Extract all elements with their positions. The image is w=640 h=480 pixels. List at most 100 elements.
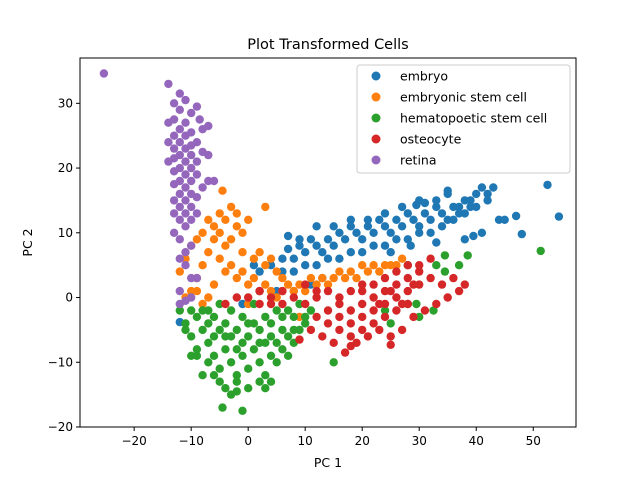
point-osteocyte-27 [403, 286, 412, 296]
chart-title: Plot Transformed Cells [247, 37, 408, 53]
point-hematopoetic-stem-cell-50 [218, 403, 227, 412]
legend-label-retina: retina [400, 153, 437, 168]
point-retina-22 [181, 144, 190, 153]
legend-marker-osteocyte [371, 134, 381, 144]
point-embryonic-stem-cell-53 [255, 248, 264, 257]
x-tick-label: 30 [412, 434, 427, 448]
point-embryonic-stem-cell-58 [192, 235, 202, 244]
x-tick-label: 50 [526, 434, 541, 448]
point-embryo-18 [380, 222, 390, 231]
point-hematopoetic-stem-cell-4 [198, 325, 207, 335]
point-embryo-81 [432, 238, 441, 247]
point-embryo-20 [392, 215, 401, 224]
point-osteocyte-43 [420, 306, 430, 315]
point-embryonic-stem-cell-65 [204, 293, 213, 302]
point-osteocyte-41 [397, 325, 407, 335]
legend-marker-embryo [371, 71, 381, 81]
point-retina-39 [187, 176, 196, 186]
point-hematopoetic-stem-cell-17 [272, 338, 281, 347]
point-retina-51 [181, 209, 190, 218]
point-embryo-58 [255, 267, 264, 276]
point-embryonic-stem-cell-5 [209, 235, 219, 244]
point-embryo-61 [312, 222, 321, 231]
point-retina-41 [181, 183, 190, 192]
point-osteocyte-22 [346, 319, 355, 328]
point-embryonic-stem-cell-17 [244, 280, 253, 289]
point-retina-6 [187, 108, 196, 118]
point-embryo-44 [415, 228, 424, 237]
point-hematopoetic-stem-cell-41 [289, 312, 298, 322]
point-osteocyte-60 [386, 340, 395, 349]
x-tick-label: 40 [469, 434, 484, 448]
point-hematopoetic-stem-cell-43 [204, 358, 213, 367]
y-tick-label: 20 [58, 161, 73, 175]
point-osteocyte-9 [346, 306, 355, 315]
point-embryonic-stem-cell-61 [175, 267, 184, 276]
point-hematopoetic-stem-cell-72 [181, 325, 190, 335]
point-retina-57 [169, 228, 179, 237]
point-embryonic-stem-cell-9 [232, 222, 241, 231]
point-embryonic-stem-cell-25 [289, 286, 298, 296]
point-hematopoetic-stem-cell-52 [244, 384, 253, 393]
point-retina-47 [181, 196, 190, 205]
point-embryo-13 [352, 228, 361, 237]
point-hematopoetic-stem-cell-7 [215, 364, 224, 373]
point-embryo-7 [318, 248, 327, 257]
point-embryonic-stem-cell-36 [352, 273, 361, 283]
point-retina-54 [175, 215, 184, 224]
point-embryo-79 [469, 231, 478, 241]
point-embryonic-stem-cell-47 [209, 222, 219, 231]
point-hematopoetic-stem-cell-16 [266, 351, 276, 360]
point-hematopoetic-stem-cell-35 [255, 325, 264, 335]
point-embryonic-stem-cell-11 [244, 215, 253, 224]
point-retina-3 [181, 95, 190, 105]
point-osteocyte-15 [415, 267, 424, 276]
point-embryo-17 [375, 215, 384, 224]
point-hematopoetic-stem-cell-45 [215, 377, 224, 386]
point-embryo-82 [406, 241, 415, 250]
point-embryo-68 [432, 196, 441, 205]
legend-marker-embryonic-stem-cell [371, 92, 381, 102]
point-embryo-60 [295, 235, 304, 244]
point-hematopoetic-stem-cell-19 [283, 332, 293, 341]
point-hematopoetic-stem-cell-39 [278, 312, 287, 322]
point-retina-58 [175, 235, 184, 244]
point-embryonic-stem-cell-54 [261, 261, 270, 270]
point-osteocyte-48 [358, 286, 367, 296]
point-hematopoetic-stem-cell-2 [187, 332, 196, 341]
point-embryo-21 [397, 222, 407, 231]
point-osteocyte-61 [323, 286, 333, 296]
x-tick-label: −10 [179, 434, 204, 448]
point-retina-1 [164, 79, 173, 89]
x-axis-label: PC 1 [314, 455, 342, 470]
point-osteocyte-38 [363, 332, 373, 341]
point-retina-64 [192, 273, 202, 283]
point-hematopoetic-stem-cell-54 [261, 384, 270, 393]
y-tick-label: 10 [58, 226, 73, 240]
point-embryo-92 [412, 200, 421, 210]
point-osteocyte-45 [443, 293, 452, 302]
point-osteocyte-69 [221, 299, 230, 309]
point-osteocyte-75 [409, 280, 418, 289]
legend-marker-retina [371, 155, 381, 165]
point-hematopoetic-stem-cell-13 [249, 345, 259, 354]
y-axis: −20 −10 0 10 20 30 [48, 96, 80, 434]
point-hematopoetic-stem-cell-49 [238, 406, 247, 415]
point-embryo-66 [397, 202, 407, 212]
legend-box [356, 64, 571, 174]
point-embryo-6 [312, 241, 321, 250]
point-osteocyte-14 [403, 273, 412, 283]
point-hematopoetic-stem-cell-23 [187, 306, 196, 315]
point-osteocyte-31 [358, 325, 367, 335]
point-embryo-78 [460, 235, 469, 244]
point-retina-53 [192, 209, 202, 218]
point-embryo-62 [329, 222, 338, 231]
point-embryonic-stem-cell-55 [266, 254, 276, 263]
point-retina-5 [175, 105, 184, 115]
point-hematopoetic-stem-cell-40 [283, 306, 293, 315]
point-osteocyte-71 [312, 286, 321, 296]
point-hematopoetic-stem-cell-87 [266, 332, 276, 341]
point-embryo-53 [312, 261, 321, 270]
point-hematopoetic-stem-cell-44 [209, 371, 219, 380]
point-hematopoetic-stem-cell-36 [261, 312, 270, 322]
